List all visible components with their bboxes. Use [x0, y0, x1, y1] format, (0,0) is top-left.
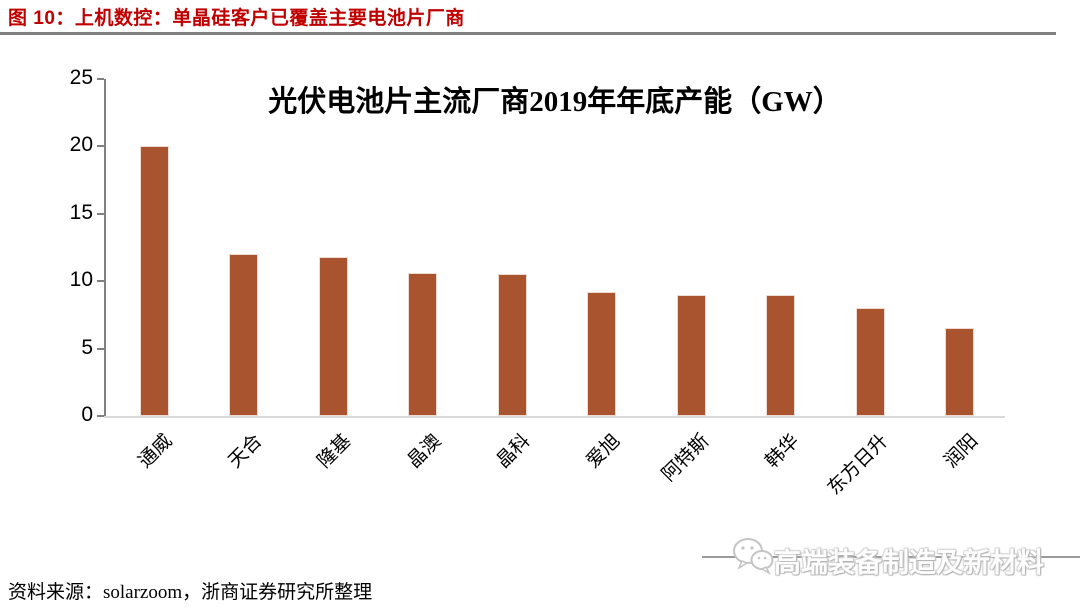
y-tick-label: 5 [81, 335, 93, 359]
source-note: 资料来源：solarzoom，浙商证券研究所整理 [8, 582, 373, 603]
bar-阿特斯 [676, 294, 706, 416]
y-axis-line [104, 79, 106, 418]
wechat-icon [733, 538, 774, 575]
watermark-line [702, 556, 1080, 558]
y-tick-mark [97, 347, 104, 350]
y-tick-mark [97, 415, 104, 417]
watermark-text: 高端装备制造及新材料 [774, 548, 1044, 578]
bar-晶澳 [408, 273, 437, 416]
bar-晶科 [497, 274, 527, 416]
y-tick-label: 15 [69, 200, 93, 224]
bar-爱旭 [587, 291, 616, 416]
bar-通威 [139, 146, 169, 416]
x-axis-line [104, 416, 1005, 418]
y-tick-label: 25 [69, 66, 93, 89]
bar-东方日升 [855, 308, 885, 416]
bar-韩华 [766, 294, 795, 416]
y-tick-mark [97, 78, 104, 80]
y-tick-label: 20 [69, 133, 93, 157]
y-tick-mark [97, 145, 104, 148]
chart-title: 光伏电池片主流厂商2019年年底产能（GW） [268, 86, 842, 118]
y-tick-mark [97, 280, 104, 283]
bar-隆基 [318, 256, 348, 416]
watermark: 高端装备制造及新材料 [702, 533, 1080, 581]
y-tick-mark [97, 212, 104, 215]
y-tick-label: 10 [69, 268, 93, 292]
figure-caption: 图 10：上机数控：单晶硅客户已覆盖主要电池片厂商 [8, 8, 465, 29]
bar-润阳 [945, 328, 974, 416]
caption-divider [0, 32, 1056, 35]
bar-天合 [229, 254, 258, 416]
y-tick-label: 0 [81, 403, 93, 426]
